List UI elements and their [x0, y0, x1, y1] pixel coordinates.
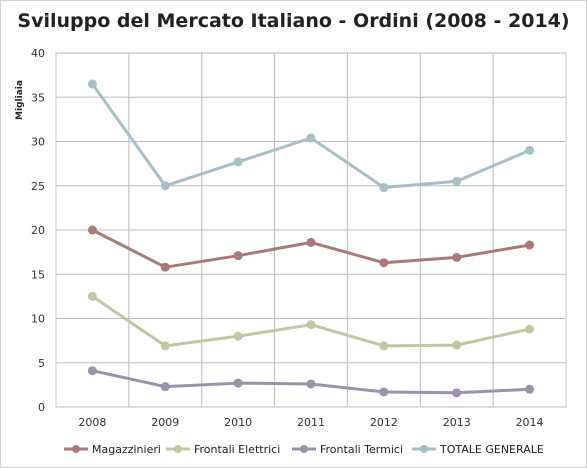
legend-item-totale-generale: TOTALE GENERALE	[412, 443, 544, 456]
data-point-frontali-elettrici	[306, 320, 316, 330]
legend-label: Frontali Termici	[320, 443, 403, 456]
data-point-frontali-elettrici	[379, 341, 389, 351]
legend-label: TOTALE GENERALE	[439, 443, 544, 456]
data-point-totale-generale	[160, 181, 170, 191]
data-point-frontali-elettrici	[452, 340, 462, 350]
data-point-frontali-elettrici	[160, 341, 170, 351]
x-tick-label: 2014	[516, 416, 544, 429]
legend-label: Magazzinieri	[92, 443, 161, 456]
data-point-totale-generale	[233, 157, 243, 167]
y-tick-label: 20	[31, 224, 45, 237]
data-point-magazzinieri	[233, 251, 243, 261]
y-tick-label: 5	[38, 357, 45, 370]
y-tick-label: 25	[31, 180, 45, 193]
data-point-frontali-termici	[160, 382, 170, 392]
legend-item-frontali-termici: Frontali Termici	[292, 443, 403, 456]
x-tick-label: 2013	[443, 416, 471, 429]
y-tick-label: 40	[31, 47, 45, 60]
data-point-totale-generale	[379, 183, 389, 193]
legend-item-frontali-elettrici: Frontali Elettrici	[166, 443, 280, 456]
data-point-totale-generale	[525, 145, 535, 155]
data-point-totale-generale	[452, 176, 462, 186]
gridlines	[55, 52, 567, 408]
data-point-magazzinieri	[306, 237, 316, 247]
y-tick-label: 15	[31, 268, 45, 281]
y-tick-label: 0	[38, 401, 45, 414]
data-point-frontali-termici	[87, 366, 97, 376]
data-point-frontali-elettrici	[233, 331, 243, 341]
legend: Magazzinieri Frontali Elettrici Frontali T…	[64, 443, 544, 456]
data-point-frontali-termici	[452, 388, 462, 398]
series-line-magazzinieri	[91, 228, 530, 269]
data-point-totale-generale	[87, 79, 97, 89]
x-tick-label: 2012	[370, 416, 398, 429]
data-point-frontali-elettrici	[525, 324, 535, 334]
data-point-frontali-termici	[525, 384, 535, 394]
y-tick-label: 35	[31, 91, 45, 104]
x-axis-ticks: 2008 2009 2010 2011 2012 2013 2014	[78, 416, 543, 429]
data-point-magazzinieri	[452, 252, 462, 262]
legend-label: Frontali Elettrici	[194, 443, 280, 456]
x-tick-label: 2010	[224, 416, 252, 429]
data-point-frontali-termici	[379, 387, 389, 397]
legend-item-magazzinieri: Magazzinieri	[64, 443, 161, 456]
data-point-magazzinieri	[379, 258, 389, 268]
series-points	[87, 79, 535, 398]
chart-title: Sviluppo del Mercato Italiano - Ordini (…	[17, 10, 570, 32]
legend-swatch-marker	[420, 445, 428, 453]
x-tick-label: 2008	[78, 416, 106, 429]
data-point-magazzinieri	[525, 240, 535, 250]
legend-swatch-marker	[174, 445, 182, 453]
data-point-magazzinieri	[87, 225, 97, 235]
y-tick-label: 30	[31, 136, 45, 149]
data-point-totale-generale	[306, 133, 316, 143]
data-point-magazzinieri	[160, 262, 170, 272]
x-tick-label: 2011	[297, 416, 325, 429]
x-tick-label: 2009	[151, 416, 179, 429]
y-axis-ticks: 0 5 10 15 20 25 30 35 40	[31, 47, 45, 414]
y-tick-label: 10	[31, 313, 45, 326]
data-point-frontali-elettrici	[87, 291, 97, 301]
data-point-frontali-termici	[233, 378, 243, 388]
legend-swatch-marker	[300, 445, 308, 453]
y-axis-label: Migliaia	[15, 80, 25, 120]
data-point-frontali-termici	[306, 379, 316, 389]
legend-swatch-marker	[72, 445, 80, 453]
